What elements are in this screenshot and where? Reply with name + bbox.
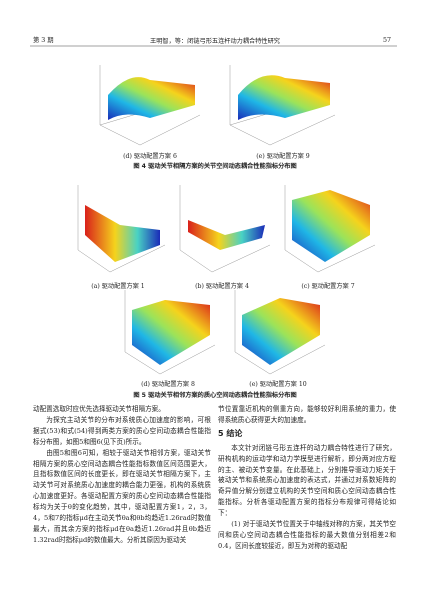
- left-column: 动配置选取时应优先选择驱动关节相隔方案。 为探究主动关节的分布对系统质心加速度的…: [33, 404, 211, 546]
- subcaption: (d) 驱动配置方案 6: [123, 153, 177, 160]
- paragraph: 动配置选取时应优先选择驱动关节相隔方案。: [33, 405, 165, 413]
- issue: 第 3 期: [33, 37, 54, 44]
- subcaption: (e) 驱动配置方案 9: [256, 153, 310, 160]
- subcaption: (e) 驱动配置方案 10: [249, 381, 307, 388]
- paragraph: 节位置靠近机构的侧重方向，能够较好利用系统的重力，使得系统质心获得更大的加速度。: [218, 405, 396, 424]
- subcaption: (b) 驱动配置方案 4: [195, 283, 249, 290]
- paragraph: 为探究主动关节的分布对系统质心加速度的影响，可根据式(53)和式(54)得到两类…: [33, 415, 211, 446]
- subcaption: (c) 驱动配置方案 7: [301, 283, 355, 290]
- paragraph: (1) 对于驱动关节位置关于中轴线对称的方案，其关节空间和质心空间动态耦合性能指…: [218, 520, 396, 550]
- paragraph: 由图5和图6可知，相较于驱动关节相邻方案，驱动关节相隔方案的质心空间动态耦合性能…: [33, 448, 211, 544]
- subcaption: (d) 驱动配置方案 8: [141, 381, 195, 388]
- right-column: 节位置靠近机构的侧重方向，能够较好利用系统的重力，使得系统质心获得更大的加速度。…: [218, 404, 396, 552]
- plot-axes: [77, 65, 376, 375]
- figure-caption: 图 5 驱动关节相邻方案的质心空间动态耦合性能指标分布图: [133, 392, 297, 399]
- figure-caption: 图 4 驱动关节相隔方案的关节空间动态耦合性能指标分布图: [133, 163, 297, 170]
- section-heading: 5 结论: [218, 428, 243, 438]
- subcaption: (a) 驱动配置方案 1: [91, 283, 145, 290]
- running-title: 王明智，等：闭链弓形五连杆动力耦合特性研究: [150, 38, 280, 45]
- paragraph: 本文针对闭链弓形五连杆的动力耦合特性进行了研究，研构机构的运动学和动力学模型进行…: [218, 443, 396, 518]
- page-number: 57: [383, 37, 392, 44]
- surface-plots: [85, 75, 370, 365]
